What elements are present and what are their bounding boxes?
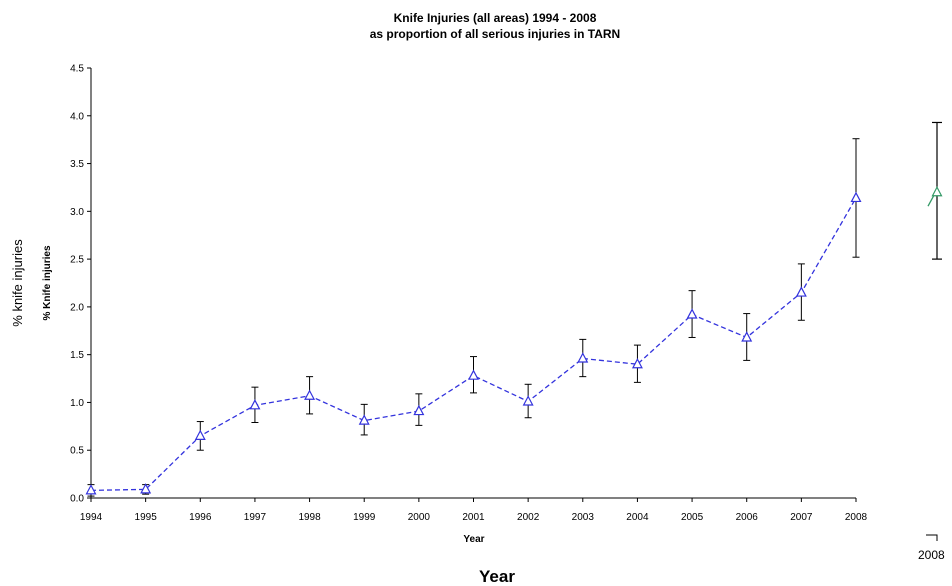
x-axis-label: Year bbox=[463, 534, 484, 545]
outer-x-axis-label: Year bbox=[479, 567, 515, 586]
x-tick-label: 2000 bbox=[408, 512, 431, 523]
y-tick-label: 3.0 bbox=[70, 207, 84, 218]
data-point-marker bbox=[522, 395, 534, 406]
data-point-marker bbox=[304, 389, 316, 400]
y-tick-label: 4.0 bbox=[70, 111, 84, 122]
fragment-tick-label: 2008 bbox=[918, 548, 945, 562]
x-tick-label: 1998 bbox=[298, 512, 321, 523]
data-point-marker bbox=[686, 308, 698, 319]
x-tick-label: 1996 bbox=[189, 512, 212, 523]
data-point-marker bbox=[741, 331, 753, 342]
y-tick-label: 4.5 bbox=[70, 64, 84, 75]
data-point-marker bbox=[249, 399, 261, 410]
data-point-marker bbox=[194, 429, 206, 440]
x-tick-label: 1994 bbox=[80, 512, 103, 523]
x-tick-label: 2003 bbox=[572, 512, 595, 523]
fragment-line-segment bbox=[927, 194, 935, 207]
x-tick-label: 1997 bbox=[244, 512, 267, 523]
x-tick-label: 2006 bbox=[736, 512, 759, 523]
y-tick-label: 2.0 bbox=[70, 302, 84, 313]
plot-area: 0.0 0.5 1.0 1.5 2.0 2.5 3.0 3.5 4.0 4.5 1994 1995 1… bbox=[70, 64, 867, 524]
data-point-marker bbox=[795, 286, 807, 297]
x-tick-label: 2001 bbox=[462, 512, 485, 523]
fragment-marker bbox=[931, 185, 943, 197]
data-point-marker bbox=[140, 483, 152, 494]
x-tick-label: 2007 bbox=[790, 512, 813, 523]
chart-subtitle: as proportion of all serious injuries in… bbox=[370, 27, 620, 41]
data-point-marker bbox=[85, 484, 97, 495]
x-tick-label: 2004 bbox=[626, 512, 649, 523]
fragment-chart: 2008 bbox=[918, 121, 945, 562]
y-tick-label: 3.5 bbox=[70, 159, 84, 170]
data-point-marker bbox=[468, 369, 479, 380]
y-tick-label: 2.5 bbox=[70, 255, 84, 266]
data-point-marker bbox=[850, 191, 862, 203]
data-point-marker bbox=[358, 414, 370, 425]
x-tick-label: 2008 bbox=[845, 512, 868, 523]
x-tick-label: 1995 bbox=[135, 512, 158, 523]
outer-y-axis-label: % knife injuries bbox=[10, 239, 25, 327]
chart-title: Knife Injuries (all areas) 1994 - 2008 bbox=[394, 11, 597, 25]
y-tick-label: 0.0 bbox=[70, 494, 84, 505]
fragment-tick-mark bbox=[926, 534, 938, 541]
y-tick-label: 0.5 bbox=[70, 446, 84, 457]
data-point-marker bbox=[413, 404, 425, 416]
data-point-marker bbox=[577, 352, 589, 363]
y-tick-label: 1.0 bbox=[70, 398, 84, 409]
x-tick-label: 2005 bbox=[681, 512, 704, 523]
x-tick-label: 2002 bbox=[517, 512, 540, 523]
series-line bbox=[90, 197, 857, 492]
data-point-marker bbox=[631, 357, 643, 369]
x-tick-label: 1999 bbox=[353, 512, 376, 523]
y-axis-label: % Knife injuries bbox=[42, 245, 53, 320]
y-tick-label: 1.5 bbox=[70, 350, 84, 361]
